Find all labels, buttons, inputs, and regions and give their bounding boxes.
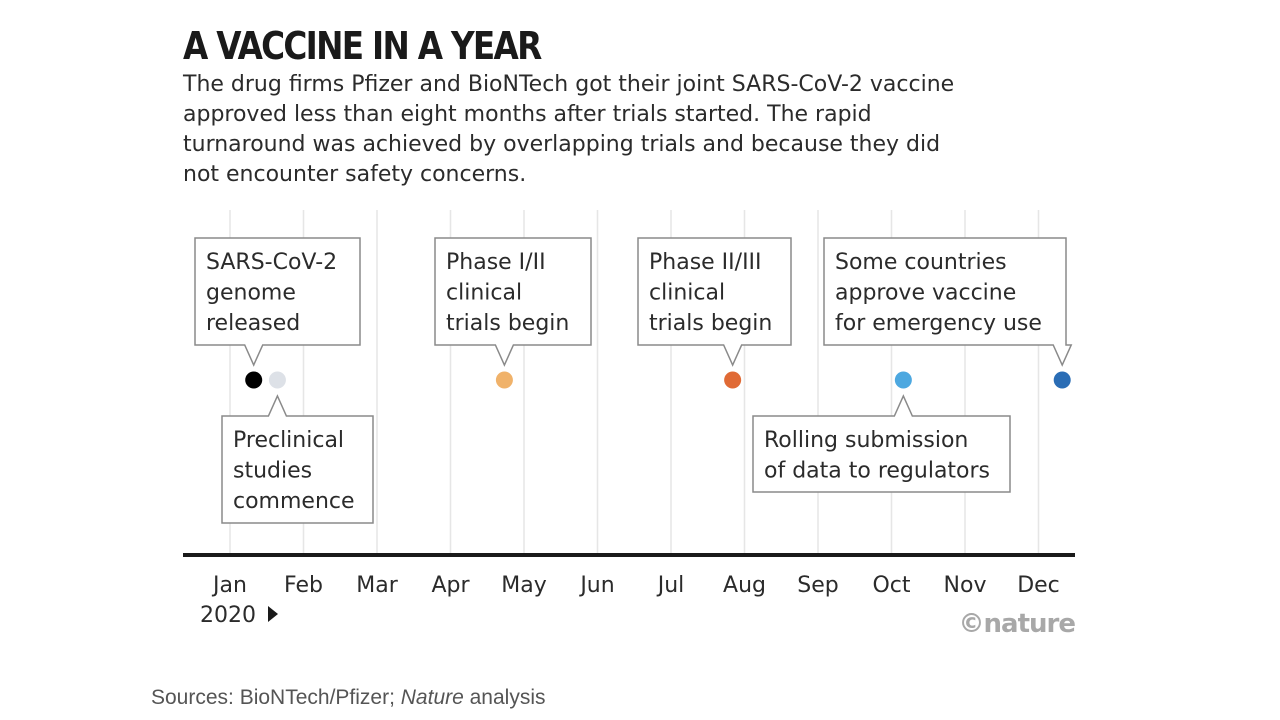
callout-1: Preclinical studies commence xyxy=(221,394,374,524)
month-label-jun: Jun xyxy=(578,573,614,598)
sources-prefix: Sources: BioNTech/Pfizer; xyxy=(151,686,401,709)
event-dot-2 xyxy=(495,371,513,389)
timeline-chart: Jan Feb Mar Apr May Jun Jul Aug Sep Oct Nov Dec 202… xyxy=(183,210,1076,639)
callout-box xyxy=(823,237,1073,367)
callout-label-line: Preclinical xyxy=(233,428,344,453)
callout-label: Phase II/III clinical trials begin xyxy=(649,250,772,336)
year-label: 2020 xyxy=(200,603,256,628)
callout-label-line: Phase I/II xyxy=(446,250,546,275)
callout-label-line: Phase II/III xyxy=(649,250,762,275)
month-label-mar: Mar xyxy=(356,573,398,598)
month-label-dec: Dec xyxy=(1017,573,1060,598)
callout-box xyxy=(637,237,792,367)
event-dot-1 xyxy=(268,371,286,389)
callout-label-line: approve vaccine xyxy=(835,281,1016,306)
event-dot-0 xyxy=(245,371,263,389)
callout-label: SARS-CoV-2 genome released xyxy=(206,250,337,336)
month-label-sep: Sep xyxy=(797,573,838,598)
callout-label-line: genome xyxy=(206,281,296,306)
chart-subtitle: The drug firms Pfizer and BioNTech got t… xyxy=(183,72,955,187)
callout-label-line: Some countries xyxy=(835,250,1007,275)
callout-5: Some countries approve vaccine for emergen… xyxy=(823,237,1073,367)
month-tick-labels: Jan Feb Mar Apr May Jun Jul Aug Sep Oct Nov Dec xyxy=(211,573,1060,598)
callout-label: Phase I/II clinical trials begin xyxy=(446,250,569,336)
month-label-jan: Jan xyxy=(211,573,247,598)
sources-suffix: analysis xyxy=(463,686,546,709)
callout-label: Preclinical studies commence xyxy=(233,428,355,514)
chart-title: A VACCINE IN A YEAR xyxy=(183,24,542,68)
callout-label-line: trials begin xyxy=(649,311,772,336)
event-dot-3 xyxy=(724,371,742,389)
callout-box xyxy=(194,237,361,367)
month-label-jul: Jul xyxy=(656,573,685,598)
sources-publication: Nature xyxy=(400,686,464,709)
callout-label-line: Rolling submission xyxy=(764,428,968,453)
month-label-nov: Nov xyxy=(944,573,987,598)
callout-label-line: studies xyxy=(233,459,312,484)
callout-label-line: trials begin xyxy=(446,311,569,336)
month-label-feb: Feb xyxy=(284,573,323,598)
callout-label-line: clinical xyxy=(446,281,522,306)
callout-label-line: clinical xyxy=(649,281,725,306)
event-dot-4 xyxy=(894,371,912,389)
callout-box xyxy=(221,394,374,524)
nature-credit-logo: ©nature xyxy=(959,609,1076,639)
callout-label-line: of data to regulators xyxy=(764,459,990,484)
callout-0: SARS-CoV-2 genome released xyxy=(194,237,361,367)
event-dot-5 xyxy=(1053,371,1071,389)
year-arrow-icon xyxy=(268,606,278,622)
callout-2: Phase I/II clinical trials begin xyxy=(434,237,592,367)
callout-label-line: released xyxy=(206,311,300,336)
callout-layer: SARS-CoV-2 genome released Preclinical studi… xyxy=(194,237,1073,524)
callout-box xyxy=(434,237,592,367)
sources-note: Sources: BioNTech/Pfizer; Nature analysi… xyxy=(151,686,546,710)
month-label-aug: Aug xyxy=(723,573,766,598)
callout-box xyxy=(752,394,1011,493)
callout-label: Rolling submission of data to regulators xyxy=(764,428,990,484)
callout-label: Some countries approve vaccine for emergen… xyxy=(835,250,1042,336)
month-label-oct: Oct xyxy=(872,573,910,598)
callout-label-line: commence xyxy=(233,489,355,514)
callout-label-line: for emergency use xyxy=(835,311,1042,336)
callout-3: Phase II/III clinical trials begin xyxy=(637,237,792,367)
callout-label-line: SARS-CoV-2 xyxy=(206,250,337,275)
month-label-may: May xyxy=(501,573,546,598)
callout-4: Rolling submission of data to regulators xyxy=(752,394,1011,493)
event-markers xyxy=(245,371,1071,389)
month-label-apr: Apr xyxy=(431,573,470,598)
